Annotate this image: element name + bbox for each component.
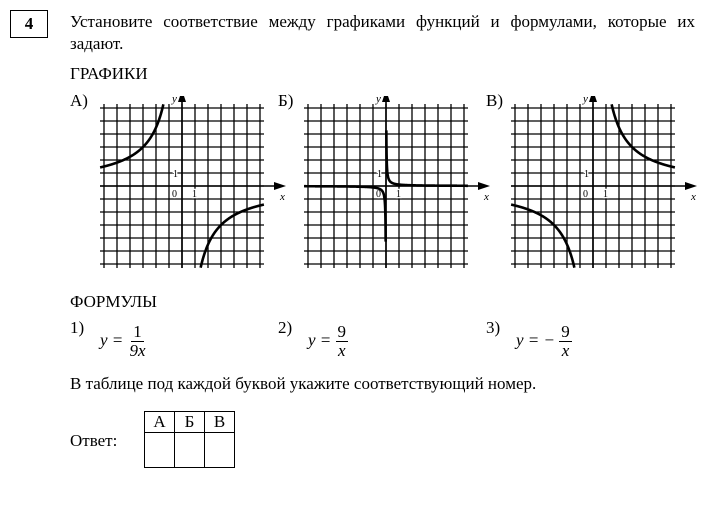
formula-lhs: y = xyxy=(100,330,124,350)
numerator: 9 xyxy=(335,322,349,342)
y-axis-label: y xyxy=(582,96,588,105)
graph-label-b: Б) xyxy=(278,91,294,110)
numerator: 1 xyxy=(131,322,144,342)
graph-label-a: А) xyxy=(70,91,88,110)
answer-cell-b[interactable] xyxy=(174,432,205,468)
origin-label: 0 xyxy=(583,189,588,200)
formula-2-number: 2) xyxy=(278,318,293,337)
x-axis-label: x xyxy=(690,191,696,203)
x-tick-label: 1 xyxy=(603,189,608,200)
graphs-heading: ГРАФИКИ xyxy=(70,64,148,83)
formula-lhs: y = xyxy=(516,330,540,350)
answer-header-v: В xyxy=(204,411,235,433)
y-axis-arrow-icon xyxy=(382,96,390,102)
y-axis-label: y xyxy=(375,96,381,105)
numerator: 9 xyxy=(559,322,572,342)
answer-label: Ответ: xyxy=(70,431,118,450)
curve-branch-left xyxy=(510,203,576,269)
formula-1-number: 1) xyxy=(70,318,85,337)
curve-branch-left xyxy=(99,103,165,169)
answer-table: А Б В xyxy=(144,411,235,468)
instruction-text: В таблице под каждой буквой укажите соот… xyxy=(70,374,537,393)
task-number: 4 xyxy=(10,10,48,38)
formulas-heading: ФОРМУЛЫ xyxy=(70,292,157,311)
x-tick-label: 1 xyxy=(192,189,197,200)
formula-sign: − xyxy=(543,330,556,350)
y-tick-label: 1 xyxy=(584,169,589,180)
curve-branch-right xyxy=(610,103,676,169)
y-axis-arrow-icon xyxy=(589,96,597,102)
denominator: 9x xyxy=(129,341,146,360)
formula-3-number: 3) xyxy=(486,318,501,337)
y-axis-arrow-icon xyxy=(178,96,186,102)
answer-header-b: Б xyxy=(174,411,205,433)
curve-branch-left xyxy=(304,184,387,242)
answer-cell-a[interactable] xyxy=(144,432,175,468)
answer-header-a: А xyxy=(144,411,175,433)
x-axis-label: x xyxy=(483,191,489,203)
denominator: x xyxy=(561,341,570,360)
graph-v: x y 1 1 0 xyxy=(510,96,697,269)
graph-label-v: В) xyxy=(486,91,503,110)
origin-label: 0 xyxy=(172,189,177,200)
graph-a: x y 1 1 0 xyxy=(99,96,286,269)
answer-cell-v[interactable] xyxy=(204,432,235,468)
denominator: x xyxy=(338,341,346,360)
question-text: Установите соответствие между графиками … xyxy=(70,12,695,53)
y-tick-label: 1 xyxy=(173,169,178,180)
y-axis-label: y xyxy=(171,96,177,105)
x-axis-arrow-icon xyxy=(685,182,697,190)
curve-branch-right xyxy=(199,203,265,269)
y-tick-label: 1 xyxy=(377,169,382,180)
x-axis-arrow-icon xyxy=(478,182,490,190)
formula-1: y = 1 9x xyxy=(100,323,148,360)
x-tick-label: 1 xyxy=(396,189,401,200)
origin-label: 0 xyxy=(376,189,381,200)
curve-branch-right xyxy=(385,130,468,188)
graph-b: x y 1 1 0 xyxy=(304,96,490,268)
x-axis-label: x xyxy=(279,191,285,203)
x-axis-arrow-icon xyxy=(274,182,286,190)
formula-lhs: y = xyxy=(308,330,332,350)
